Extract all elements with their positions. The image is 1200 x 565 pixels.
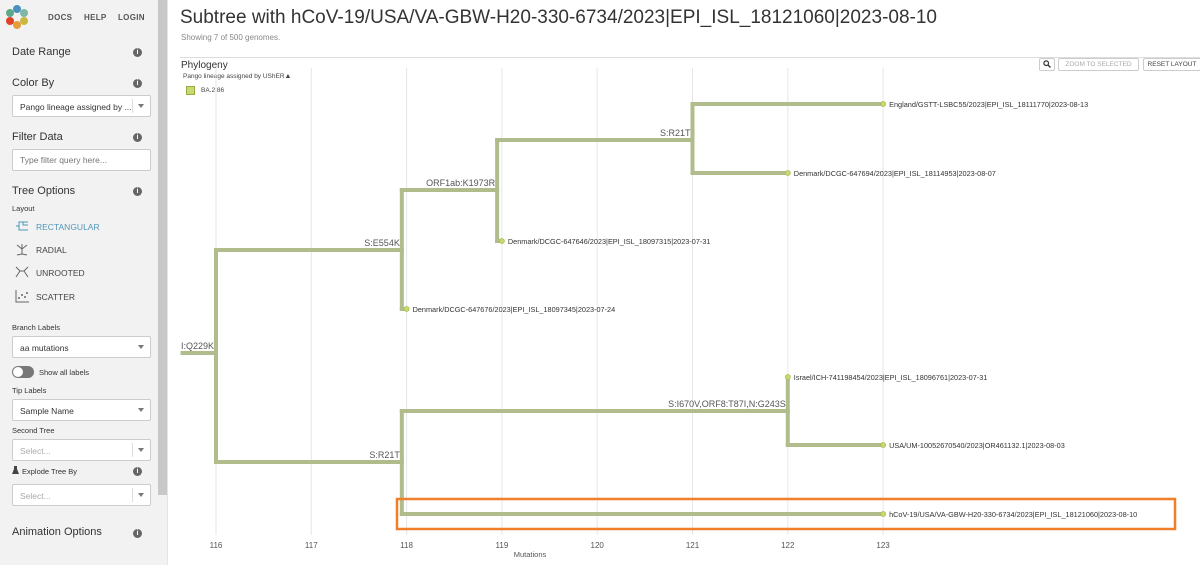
branch-label: ORF1ab:K1973R <box>426 178 496 188</box>
scatter-layout-icon <box>15 290 29 303</box>
legend-title-text: Pango lineage assigned by UShER <box>183 73 285 80</box>
tip-label[interactable]: England/GSTT-LSBC55/2023|EPI_ISL_1811177… <box>889 100 1088 109</box>
layout-rectangular-label: RECTANGULAR <box>36 222 100 232</box>
second-tree-placeholder: Select... <box>20 446 51 456</box>
zoom-to-selected-button[interactable]: ZOOM TO SELECTED <box>1058 58 1139 71</box>
sidebar: DOCS HELP LOGIN Date Range i Color By i … <box>0 0 168 565</box>
chevron-down-icon <box>138 104 144 108</box>
selected-tip-highlight <box>395 497 1177 531</box>
nav-help-link[interactable]: HELP <box>84 13 107 22</box>
flask-icon <box>12 466 19 474</box>
select-separator <box>132 488 133 502</box>
show-all-labels-toggle[interactable] <box>12 366 34 378</box>
tip-node[interactable] <box>784 374 791 380</box>
nav-docs-link[interactable]: DOCS <box>48 13 73 22</box>
x-tick-label: 118 <box>400 541 413 550</box>
chevron-down-icon <box>138 408 144 412</box>
explode-tree-info-icon[interactable]: i <box>133 467 142 476</box>
x-tick-label: 123 <box>876 541 890 550</box>
radial-layout-icon <box>16 244 28 256</box>
color-by-info-icon[interactable]: i <box>133 79 142 88</box>
x-axis-label: Mutations <box>514 550 547 559</box>
branch-labels-value: aa mutations <box>20 343 69 353</box>
nextstrain-logo[interactable] <box>4 4 30 30</box>
x-tick-label: 120 <box>591 541 605 550</box>
tip-node[interactable] <box>880 101 886 107</box>
date-range-heading[interactable]: Date Range <box>12 46 71 58</box>
x-tick-label: 116 <box>210 541 223 550</box>
page-title: Subtree with hCoV-19/USA/VA-GBW-H20-330-… <box>180 7 937 28</box>
unrooted-layout-icon <box>15 266 29 278</box>
color-by-value: Pango lineage assigned by ... <box>20 102 132 112</box>
branch-labels-label: Branch Labels <box>12 323 60 332</box>
explode-tree-select[interactable]: Select... <box>12 484 151 506</box>
chevron-down-icon <box>138 345 144 349</box>
tip-node[interactable] <box>403 306 410 312</box>
branch-label: S:R21T <box>369 450 400 460</box>
filter-data-heading: Filter Data <box>12 131 63 143</box>
branch-label: S:R21T <box>660 128 691 138</box>
branch-label: S:I670V,ORF8:T87I,N:G243S <box>668 399 786 409</box>
branch-labels-select[interactable]: aa mutations <box>12 336 151 358</box>
phylogeny-panel-title: Phylogeny <box>181 60 228 71</box>
legend-title[interactable]: Pango lineage assigned by UShER▲ <box>183 73 291 80</box>
show-all-labels-label: Show all labels <box>39 368 90 377</box>
search-icon <box>1043 60 1051 68</box>
sidebar-scrollbar[interactable] <box>158 0 167 495</box>
tip-labels-label: Tip Labels <box>12 386 47 395</box>
animation-options-heading: Animation Options <box>12 526 102 538</box>
explode-tree-placeholder: Select... <box>20 491 51 501</box>
tip-node[interactable] <box>498 238 505 244</box>
tip-node[interactable] <box>880 442 886 448</box>
filter-data-info-icon[interactable]: i <box>133 133 142 142</box>
tip-node[interactable] <box>784 170 791 176</box>
filter-input[interactable] <box>12 149 151 171</box>
reset-layout-button[interactable]: RESET LAYOUT <box>1143 58 1200 71</box>
chevron-up-icon: ▲ <box>284 73 292 80</box>
layout-unrooted-label: UNROOTED <box>36 268 85 278</box>
branch-label: I:Q229K <box>181 341 214 351</box>
select-separator <box>132 443 133 457</box>
layout-label: Layout <box>12 204 35 213</box>
tip-label[interactable]: USA/UM-10052670540/2023|OR461132.1|2023-… <box>889 441 1065 450</box>
layout-scatter-label: SCATTER <box>36 292 76 302</box>
second-tree-select[interactable]: Select... <box>12 439 151 461</box>
branch-label: S:E554K <box>364 238 400 248</box>
explode-tree-by-label: Explode Tree By <box>22 467 78 476</box>
tip-labels-value: Sample Name <box>20 406 74 416</box>
color-by-heading: Color By <box>12 77 55 89</box>
toggle-knob <box>13 367 23 377</box>
second-tree-label: Second Tree <box>12 426 55 435</box>
header-divider <box>180 57 1200 58</box>
legend-item-label: BA.2.86 <box>201 87 225 94</box>
date-range-info-icon[interactable]: i <box>133 48 142 57</box>
legend-swatch[interactable] <box>186 86 195 95</box>
tip-label[interactable]: Denmark/DCGC-647676/2023|EPI_ISL_1809734… <box>413 305 616 314</box>
tip-node[interactable] <box>880 511 886 517</box>
rectangular-layout-icon <box>16 221 28 231</box>
x-tick-label: 119 <box>496 541 509 550</box>
animation-options-info-icon[interactable]: i <box>133 529 142 538</box>
tip-labels-select[interactable]: Sample Name <box>12 399 151 421</box>
x-tick-label: 117 <box>305 541 318 550</box>
chevron-down-icon <box>138 448 144 452</box>
tree-options-info-icon[interactable]: i <box>133 187 142 196</box>
x-tick-label: 122 <box>781 541 795 550</box>
tip-label[interactable]: Israel/ICH-741198454/2023|EPI_ISL_180967… <box>794 373 988 382</box>
tip-label[interactable]: Denmark/DCGC-647694/2023|EPI_ISL_1811495… <box>794 169 996 178</box>
color-by-select[interactable]: Pango lineage assigned by ... <box>12 95 151 117</box>
chevron-down-icon <box>138 493 144 497</box>
tip-label[interactable]: Denmark/DCGC-647646/2023|EPI_ISL_1809731… <box>508 237 711 246</box>
tree-options-heading: Tree Options <box>12 185 76 197</box>
x-tick-label: 121 <box>686 541 700 550</box>
nav-login-link[interactable]: LOGIN <box>118 13 145 22</box>
genome-count: Showing 7 of 500 genomes. <box>181 33 281 42</box>
zoom-search-button[interactable] <box>1039 58 1055 71</box>
tip-label[interactable]: hCoV-19/USA/VA-GBW-H20-330-6734/2023|EPI… <box>889 510 1137 519</box>
select-separator <box>132 99 133 113</box>
layout-radial-label: RADIAL <box>36 245 67 255</box>
